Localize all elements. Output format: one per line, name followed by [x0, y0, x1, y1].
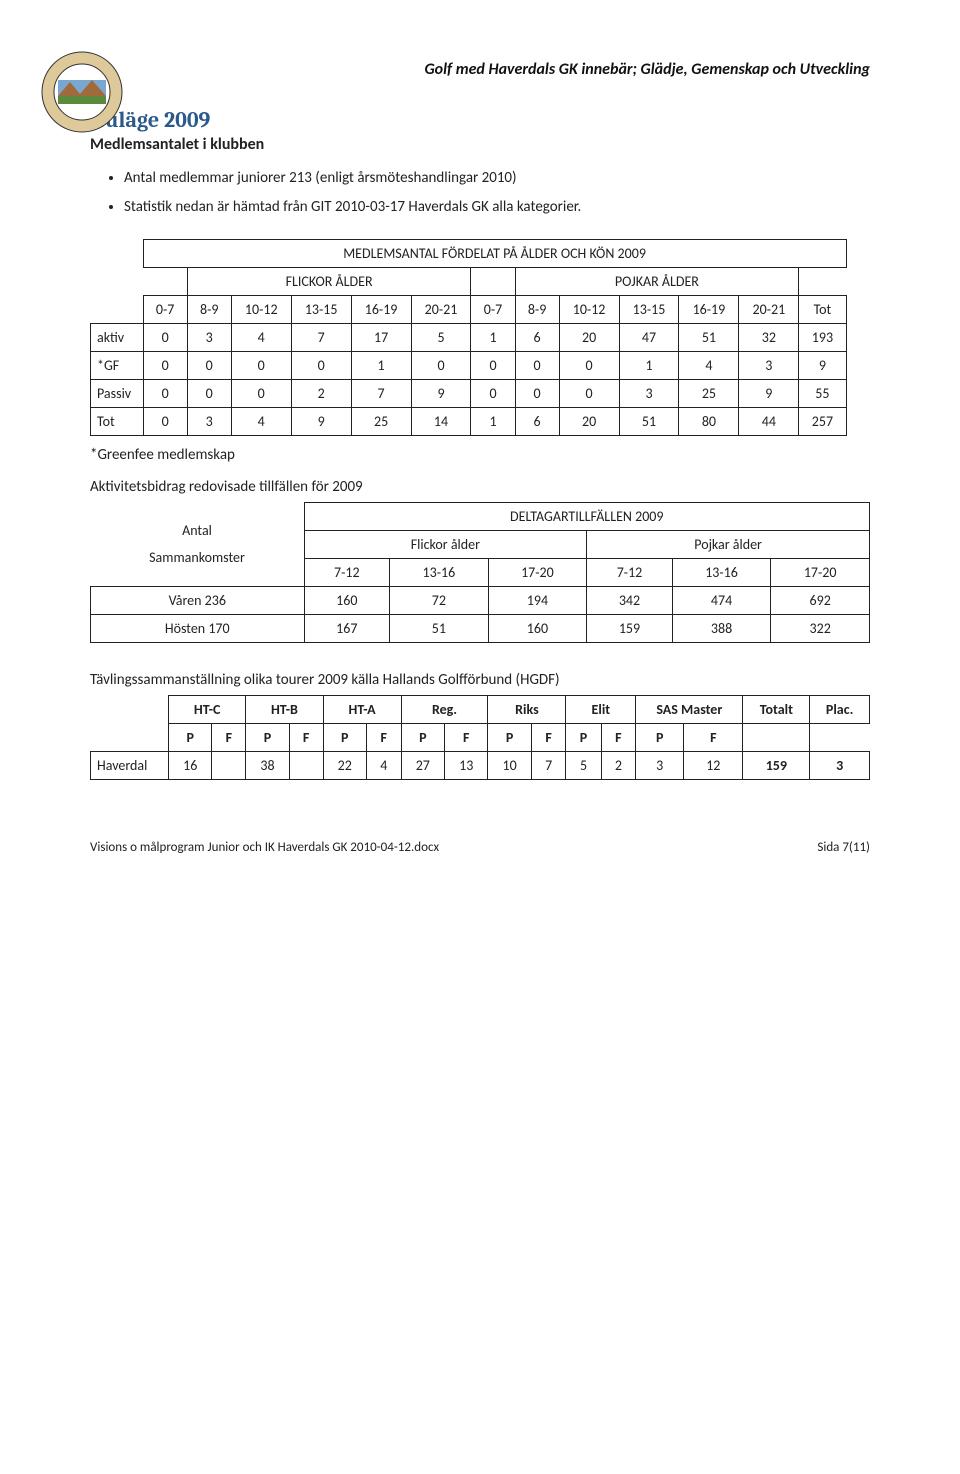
table2-row-hosten: Hösten 170 16751160159388322: [91, 615, 870, 643]
table2-title: DELTAGARTILLFÄLLEN 2009: [304, 503, 870, 531]
table1-row-gf: *GF 0000100001439: [91, 352, 870, 380]
table2-sub-flickor: Flickor ålder: [304, 531, 587, 559]
table1-row-aktiv: aktiv 03471751620475132193: [91, 324, 870, 352]
table1-title: MEDLEMSANTAL FÖRDELAT PÅ ÅLDER OCH KÖN 2…: [143, 240, 846, 268]
club-logo: [40, 50, 124, 139]
header-tagline: Golf med Haverdals GK innebär; Glädje, G…: [424, 60, 870, 79]
table1-row-passiv: Passiv 000279000325955: [91, 380, 870, 408]
tavling-heading: Tävlingssammanställning olika tourer 200…: [90, 671, 870, 689]
table3-row-haverdal: Haverdal 16 38 22 4 27 13 10 7 5 2 3 12 …: [91, 752, 870, 780]
table3-pf-row: P F P F P F P F P F P F P F: [91, 724, 870, 752]
subheading-medlemsantal: Medlemsantalet i klubben: [90, 135, 870, 154]
activity-heading: Aktivitetsbidrag redovisade tillfällen f…: [90, 478, 870, 496]
bullet-1: Antal medlemmar juniorer 213 (enligt års…: [124, 164, 870, 193]
table1-agerow: 0-7 8-9 10-12 13-15 16-19 20-21 0-7 8-9 …: [91, 296, 870, 324]
table2-corner-line2: Sammankomster: [101, 549, 294, 566]
table-tavling: HT-C HT-B HT-A Reg. Riks Elit SAS Master…: [90, 695, 870, 780]
section-title-nulage: Nuläge 2009: [90, 107, 870, 133]
table1-row-tot: Tot 034925141620518044257: [91, 408, 870, 436]
table-medlemsantal: MEDLEMSANTAL FÖRDELAT PÅ ÅLDER OCH KÖN 2…: [90, 239, 870, 436]
table2-row-varen: Våren 236 16072194342474692: [91, 587, 870, 615]
table2-sub-pojkar: Pojkar ålder: [587, 531, 870, 559]
table1-group-flickor: FLICKOR ÅLDER: [187, 268, 471, 296]
footer-filename: Visions o målprogram Junior och IK Haver…: [90, 840, 439, 855]
table1-group-pojkar: POJKAR ÅLDER: [515, 268, 799, 296]
table2-corner-line1: Antal: [101, 522, 294, 539]
table3-tour-row: HT-C HT-B HT-A Reg. Riks Elit SAS Master…: [91, 696, 870, 724]
table1-legend: *Greenfee medlemskap: [90, 446, 870, 464]
footer-page: Sida 7(11): [817, 840, 870, 855]
bullet-list-stats: Antal medlemmar juniorer 213 (enligt års…: [124, 164, 870, 221]
table-deltagartillfallen: Antal Sammankomster DELTAGARTILLFÄLLEN 2…: [90, 502, 870, 643]
bullet-2: Statistik nedan är hämtad från GIT 2010-…: [124, 193, 870, 222]
